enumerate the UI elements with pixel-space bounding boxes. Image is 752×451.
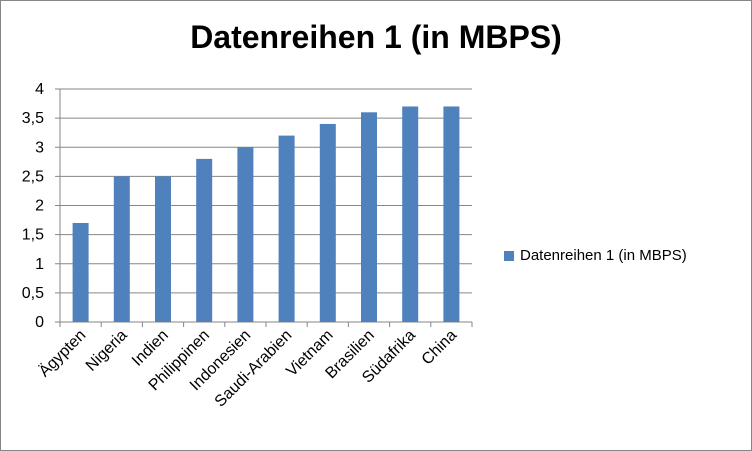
chart-title: Datenreihen 1 (in MBPS) (190, 19, 562, 55)
y-tick-label: 0,5 (22, 285, 44, 302)
y-tick-label: 0 (35, 314, 44, 331)
bar (361, 112, 377, 322)
legend: Datenreihen 1 (in MBPS) (504, 247, 687, 264)
y-tick-label: 3,5 (22, 110, 44, 127)
bar (113, 176, 130, 322)
y-tick-label: 1 (35, 256, 44, 273)
legend-swatch (504, 250, 514, 261)
bar (443, 106, 460, 322)
bar (72, 222, 89, 322)
y-tick-label: 3 (35, 139, 44, 156)
bar (196, 158, 213, 322)
x-tick-label: Ägypten (35, 326, 89, 380)
bar (402, 106, 419, 322)
legend-label: Datenreihen 1 (in MBPS) (520, 247, 687, 264)
y-tick-label: 2,5 (22, 168, 44, 185)
bar (237, 147, 254, 322)
bar (278, 135, 295, 322)
bar (319, 123, 336, 322)
y-tick-label: 1,5 (22, 227, 44, 244)
x-tick-label: China (419, 327, 461, 369)
y-tick-label: 2 (35, 198, 44, 215)
bar (155, 176, 171, 322)
y-tick-label: 4 (35, 81, 44, 98)
x-tick-label: Nigeria (83, 327, 131, 375)
